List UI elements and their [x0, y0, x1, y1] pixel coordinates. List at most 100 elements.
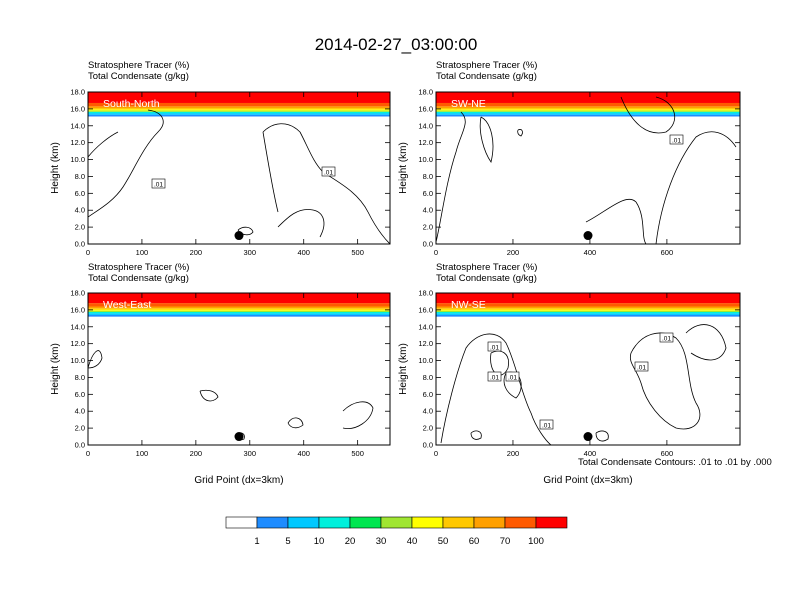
tracer-streak [549, 293, 551, 303]
tracer-streak [218, 92, 220, 99]
colorbar-box [318, 516, 351, 529]
condensate-contour [88, 350, 103, 369]
colorbar-label: 100 [528, 536, 544, 547]
tracer-streak [385, 92, 387, 103]
tracer-streak [470, 92, 472, 103]
y-tick-label: 12.0 [418, 339, 433, 348]
x-tick-label: 500 [351, 248, 364, 257]
tracer-streak [138, 92, 140, 101]
tracer-streak [671, 92, 673, 100]
x-tick-label: 400 [584, 248, 597, 257]
tracer-streak [660, 92, 662, 98]
tracer-streak [533, 293, 535, 299]
tracer-streak [311, 92, 313, 98]
tracer-streak [127, 293, 129, 299]
tracer-streak [230, 92, 232, 103]
tracer-streak [612, 293, 614, 299]
location-marker [234, 432, 244, 442]
tracer-band-1 [88, 113, 390, 115]
condensate-contour [479, 116, 494, 163]
panel-name: West-East [103, 299, 151, 311]
colorbar-label: 40 [407, 536, 418, 547]
tracer-band-2 [88, 111, 390, 114]
tracer-streak [702, 293, 704, 302]
tracer-streak [589, 92, 591, 103]
colorbar-box [256, 516, 289, 529]
y-tick-label: 16.0 [70, 305, 85, 314]
tracer-streak [467, 92, 469, 99]
tracer-streak [515, 92, 517, 98]
tracer-streak [115, 293, 117, 302]
tracer-band-3 [436, 310, 740, 312]
tracer-streak [250, 293, 252, 298]
tracer-streak [121, 293, 123, 301]
tracer-streak [355, 293, 357, 301]
x-tick-label: 600 [661, 248, 674, 257]
tracer-streak [647, 92, 649, 98]
tracer-streak [298, 92, 300, 103]
panel-name: SW-NE [451, 98, 486, 110]
field-label-tracer: Stratosphere Tracer (%) [436, 262, 537, 273]
colorbar-label: 20 [345, 536, 356, 547]
field-label-tracer: Stratosphere Tracer (%) [436, 60, 537, 71]
y-axis-label: Height (km) [398, 142, 409, 194]
tracer-streak [713, 92, 715, 98]
tracer-streak [731, 293, 733, 299]
x-tick-label: 500 [351, 449, 364, 458]
tracer-streak [337, 293, 339, 298]
y-tick-label: 16.0 [418, 305, 433, 314]
contour-label: .01 [487, 341, 502, 352]
plot-frame [435, 292, 741, 446]
tracer-streak [631, 92, 633, 100]
x-tick-label: 200 [190, 449, 203, 458]
tracer-streak [538, 293, 540, 301]
tracer-streak [493, 293, 495, 299]
x-tick-label: 200 [507, 248, 520, 257]
tracer-streak [586, 293, 588, 299]
tracer-streak [718, 293, 720, 299]
tracer-streak [386, 293, 388, 298]
tracer-streak [139, 293, 141, 303]
tracer-streak [256, 293, 258, 303]
svg-text:.01: .01 [490, 345, 499, 352]
y-tick-label: 12.0 [418, 138, 433, 147]
tracer-streak [300, 293, 302, 302]
plot-frame [87, 292, 391, 446]
colorbar-label: 5 [285, 536, 290, 547]
tracer-band-7 [436, 102, 740, 107]
tracer-streak [504, 293, 506, 302]
tracer-streak [657, 293, 659, 301]
tracer-streak [552, 92, 554, 100]
tracer-streak [644, 293, 646, 301]
tracer-streak [152, 293, 154, 298]
tracer-streak [113, 92, 115, 103]
tracer-field [88, 293, 390, 445]
tracer-streak [602, 92, 604, 103]
x-tick-label: 400 [584, 449, 597, 458]
tracer-streak [181, 92, 183, 103]
tracer-streak [504, 92, 506, 101]
tracer-streak [536, 92, 538, 103]
tracer-streak [607, 293, 609, 298]
colorbar-box [287, 516, 320, 529]
tracer-streak [705, 92, 707, 99]
tracer-band-7 [436, 303, 740, 307]
tracer-streak [366, 92, 368, 103]
y-tick-label: 10.0 [418, 155, 433, 164]
tracer-band-5 [88, 108, 390, 110]
tracer-streak [737, 92, 739, 100]
svg-text:.01: .01 [672, 138, 681, 145]
condensate-contour [88, 109, 164, 218]
tracer-streak [467, 293, 469, 299]
tracer-streak [734, 92, 736, 103]
tracer-streak [378, 92, 380, 100]
tracer-streak [263, 293, 265, 299]
svg-text:.01: .01 [508, 375, 517, 382]
colorbar-box [349, 516, 382, 529]
y-axis-label: Height (km) [398, 343, 409, 395]
x-tick-label: 100 [136, 248, 149, 257]
tracer-streak [261, 92, 263, 100]
field-label-tracer: Stratosphere Tracer (%) [88, 262, 189, 273]
tracer-streak [318, 293, 320, 298]
contour-label: .01 [151, 178, 166, 189]
